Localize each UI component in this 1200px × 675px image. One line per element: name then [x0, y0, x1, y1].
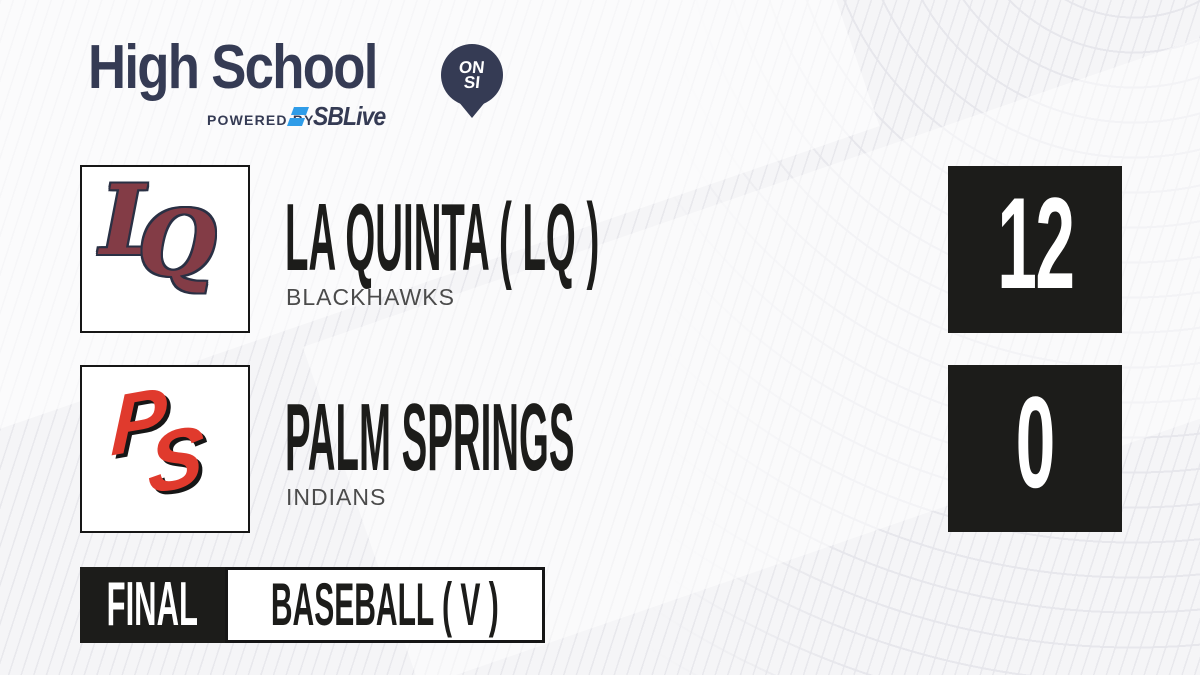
pin-text-si: SI	[462, 73, 482, 92]
team2-score: 0	[1015, 368, 1056, 515]
sblive-wordmark: SBLive	[313, 101, 386, 131]
event-badge: BASEBALL ( V )	[225, 567, 545, 643]
sblive-logo: SBLive	[286, 101, 395, 132]
team2-logo-box: P S	[80, 365, 250, 533]
brand-title: High School	[88, 33, 378, 102]
team1-score-box: 12	[948, 166, 1122, 333]
powered-by-label: POWERED BY	[207, 112, 315, 128]
team1-name: LA QUINTA ( LQ )	[285, 184, 600, 291]
team2-score-box: 0	[948, 365, 1122, 532]
game-status-label: FINAL	[106, 570, 199, 639]
event-label: BASEBALL ( V )	[271, 571, 499, 638]
la-quinta-logo-letter-l: L	[100, 165, 168, 277]
la-quinta-logo: L Q	[82, 167, 248, 331]
palm-springs-logo: P S	[82, 367, 248, 531]
la-quinta-logo-letter-q: Q	[138, 191, 217, 297]
team1-score: 12	[996, 169, 1075, 316]
on-si-pin-icon: ON SI	[441, 44, 503, 106]
game-status-badge: FINAL	[80, 567, 225, 643]
team2-name: PALM SPRINGS	[285, 384, 575, 491]
team1-logo-box: L Q	[80, 165, 250, 333]
team1-mascot: BLACKHAWKS	[286, 284, 455, 310]
sblive-bolt-icon	[287, 106, 309, 126]
team2-mascot: INDIANS	[286, 484, 387, 510]
palm-springs-logo-letter-s: S	[146, 406, 206, 513]
